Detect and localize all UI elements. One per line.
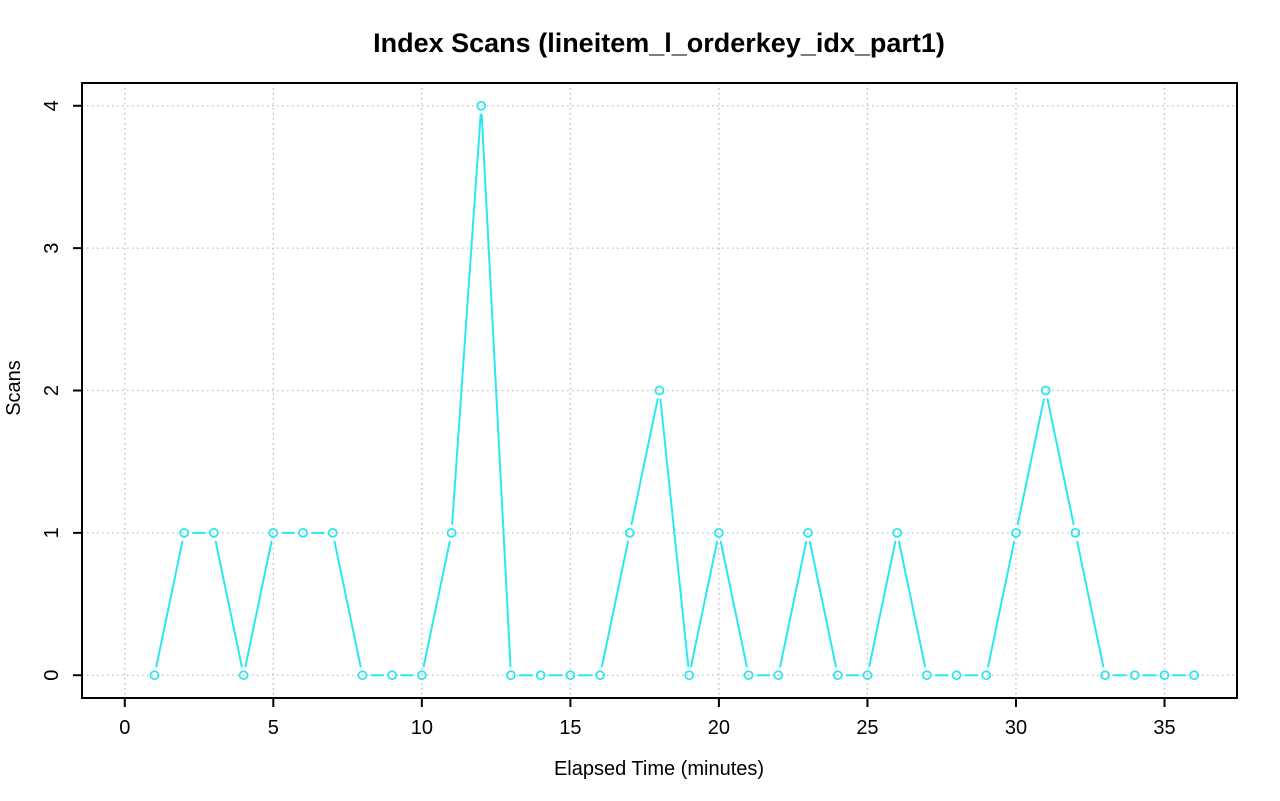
data-point xyxy=(298,527,308,538)
data-point xyxy=(773,670,784,681)
series-segment xyxy=(600,540,629,668)
data-point xyxy=(981,670,992,681)
y-axis-label: Scans xyxy=(3,360,25,416)
data-point xyxy=(238,670,249,681)
series-segment xyxy=(897,540,927,668)
data-point xyxy=(327,527,338,538)
series-segment xyxy=(1076,540,1105,668)
x-tick-label: 20 xyxy=(708,717,730,739)
series-segment xyxy=(868,540,897,668)
data-point xyxy=(595,670,605,681)
x-tick-label: 35 xyxy=(1153,717,1175,739)
data-point xyxy=(1100,670,1111,681)
series-segment xyxy=(422,540,451,668)
y-tick-label: 0 xyxy=(41,670,63,681)
data-point xyxy=(684,670,695,681)
series-segment xyxy=(779,540,808,668)
series-segment xyxy=(1016,398,1045,526)
data-point xyxy=(565,670,576,681)
plot-box xyxy=(81,82,1238,699)
data-point xyxy=(624,527,635,538)
series-segment xyxy=(451,113,482,525)
data-point xyxy=(1189,670,1200,681)
series-segment xyxy=(244,540,273,668)
x-tick-label: 0 xyxy=(119,717,130,739)
x-tick-label: 30 xyxy=(1005,717,1027,739)
series-segment xyxy=(630,398,659,526)
series-segment xyxy=(333,540,362,668)
series-segment xyxy=(808,540,837,668)
data-point xyxy=(1040,385,1051,396)
series-segment xyxy=(214,540,243,668)
series-segment xyxy=(155,540,184,668)
data-point xyxy=(476,100,487,111)
chart-title: Index Scans (lineitem_l_orderkey_idx_par… xyxy=(373,28,945,58)
y-tick-label: 1 xyxy=(41,527,63,538)
axes: 0 5 10 15 20 25 30 35 0 1 2 3 4 xyxy=(41,82,1238,739)
data-point xyxy=(387,670,398,681)
x-tick-label: 25 xyxy=(856,717,878,739)
data-point xyxy=(1070,527,1081,538)
series-segment xyxy=(987,540,1016,668)
data-point xyxy=(921,670,932,681)
series-segment xyxy=(659,398,690,668)
data-point xyxy=(714,527,724,538)
data-point xyxy=(803,527,813,538)
data-point xyxy=(357,670,368,681)
x-tick-label: 10 xyxy=(411,717,433,739)
data-point xyxy=(149,670,160,681)
data-point xyxy=(892,527,903,538)
series-segment xyxy=(690,540,719,668)
data-point xyxy=(179,527,190,538)
x-axis-label: Elapsed Time (minutes) xyxy=(554,758,764,780)
x-tick-label: 5 xyxy=(268,717,279,739)
data-point xyxy=(862,670,873,681)
gridlines xyxy=(82,83,1237,698)
data-point xyxy=(1011,527,1021,538)
data-point xyxy=(1159,670,1170,681)
data-point xyxy=(506,670,516,681)
y-tick-label: 2 xyxy=(41,385,63,396)
series-segment xyxy=(480,113,512,668)
data-point xyxy=(535,670,546,681)
x-tick-label: 15 xyxy=(559,717,581,739)
data-point xyxy=(951,670,962,681)
series-segment xyxy=(719,540,748,668)
data-point xyxy=(743,670,754,681)
data-point xyxy=(268,527,279,538)
series-segment xyxy=(1046,398,1075,526)
y-tick-label: 4 xyxy=(41,100,63,111)
data-point xyxy=(416,670,427,681)
series-line xyxy=(149,100,1200,681)
data-point xyxy=(446,527,457,538)
data-point xyxy=(208,527,219,538)
y-tick-label: 3 xyxy=(41,243,63,254)
data-point xyxy=(1129,670,1140,681)
data-point xyxy=(654,385,665,396)
data-point xyxy=(832,670,843,681)
